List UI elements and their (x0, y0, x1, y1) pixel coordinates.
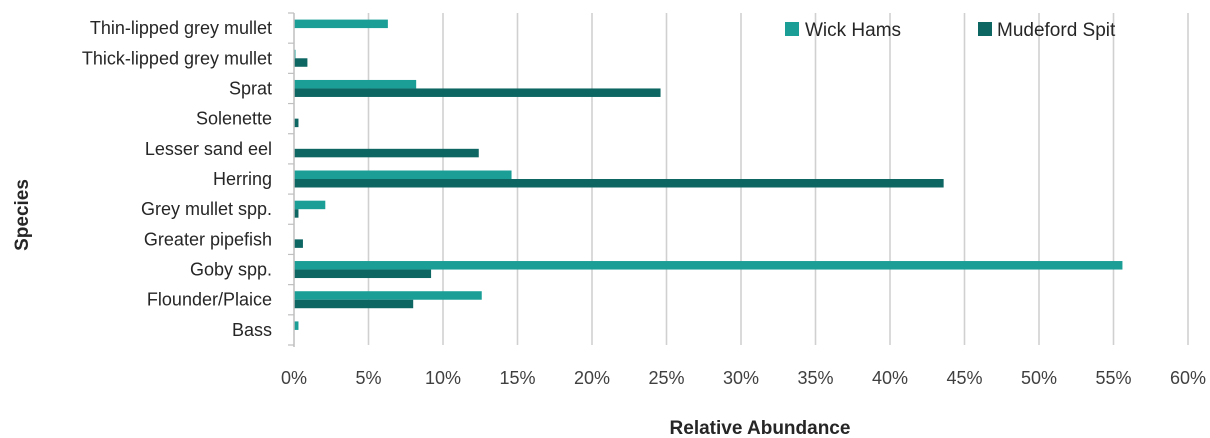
bar-wick-hams-grey-mullet-spp (294, 200, 326, 210)
y-category-label: Greater pipefish (144, 229, 272, 249)
x-tick-label: 20% (574, 368, 610, 388)
y-category-label: Bass (232, 320, 272, 340)
y-category-label: Herring (213, 169, 272, 189)
bar-mudeford-spit-sprat (294, 88, 661, 97)
bar-mudeford-spit-grey-mullet-spp (294, 209, 299, 218)
x-axis-title: Relative Abundance (670, 418, 851, 438)
bar-mudeford-spit-goby-spp (294, 269, 432, 279)
bar-wick-hams-herring (294, 170, 512, 179)
x-tick-label: 10% (425, 368, 461, 388)
x-tick-label: 50% (1021, 368, 1057, 388)
x-tick-label: 60% (1170, 368, 1206, 388)
bar-wick-hams-goby-spp (294, 261, 1123, 270)
x-tick-label: 5% (355, 368, 381, 388)
bar-mudeford-spit-solenette (294, 118, 299, 128)
x-tick-label: 40% (872, 368, 908, 388)
bar-mudeford-spit-herring (294, 179, 944, 188)
x-tick-label: 25% (648, 368, 684, 388)
labels: 0% 5% 10% 15% 20% 25% 30% 35% 40% 45% 50% 55% 60% Thi… (82, 18, 1206, 388)
y-axis-title: Species (12, 179, 33, 251)
bar-wick-hams-flounder-plaice (294, 291, 482, 300)
x-tick-label: 0% (281, 368, 307, 388)
bar-mudeford-spit-lesser-sand-eel (294, 148, 479, 158)
y-category-label: Goby spp. (190, 260, 272, 280)
y-category-label: Solenette (196, 109, 272, 129)
bar-wick-hams-sprat (294, 79, 417, 89)
bar-wick-hams-thin-lipped-grey-mullet (294, 19, 388, 29)
axes (288, 12, 295, 347)
y-category-label: Lesser sand eel (145, 139, 272, 159)
y-category-label: Flounder/Plaice (147, 290, 272, 310)
bar-mudeford-spit-greater-pipefish (294, 239, 303, 248)
y-category-label: Grey mullet spp. (141, 199, 272, 219)
x-tick-label: 30% (723, 368, 759, 388)
x-tick-label: 45% (946, 368, 982, 388)
y-category-label: Thin-lipped grey mullet (90, 18, 272, 38)
y-category-label: Sprat (229, 78, 272, 98)
bar-wick-hams-bass (294, 321, 299, 330)
bars (294, 19, 1123, 330)
y-category-label: Thick-lipped grey mullet (82, 48, 272, 68)
legend-swatch-mudeford-spit (978, 22, 992, 36)
x-tick-label: 55% (1095, 368, 1131, 388)
bar-mudeford-spit-thick-lipped-grey-mullet (294, 58, 308, 67)
legend-label-mudeford-spit: Mudeford Spit (997, 20, 1116, 41)
x-tick-label: 35% (797, 368, 833, 388)
legend-label-wick-hams: Wick Hams (805, 20, 901, 41)
legend-swatch-wick-hams (785, 22, 799, 36)
x-tick-label: 15% (499, 368, 535, 388)
legend: Wick Hams Mudeford Spit (785, 20, 1116, 41)
bar-mudeford-spit-flounder-plaice (294, 299, 414, 309)
